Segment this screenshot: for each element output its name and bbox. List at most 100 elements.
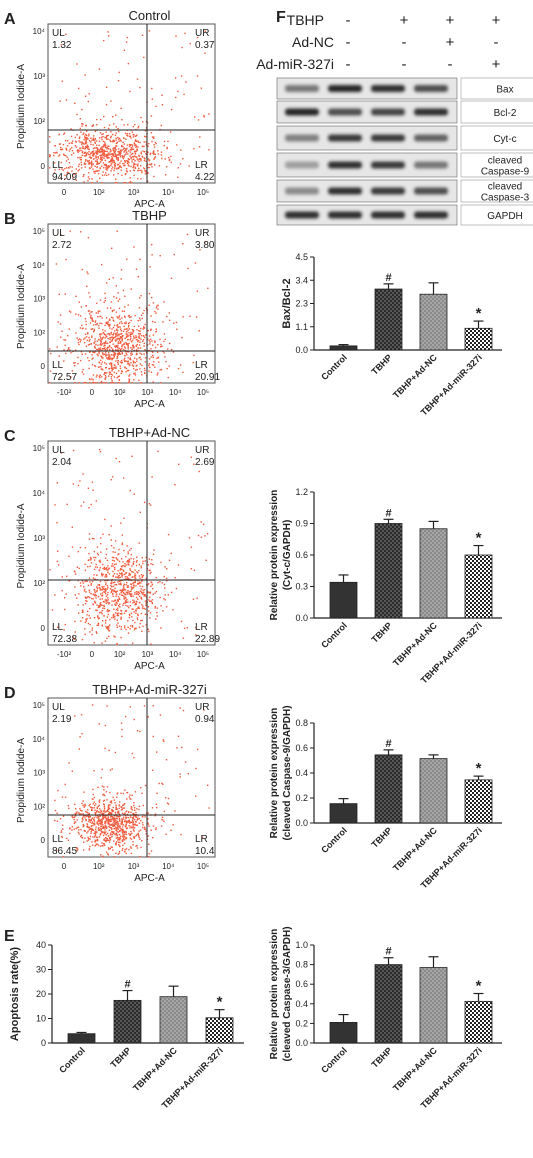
scatter-point	[93, 617, 96, 619]
scatter-point	[116, 558, 118, 560]
scatter-point	[82, 133, 84, 136]
scatter-point	[110, 591, 113, 594]
scatter-point	[129, 827, 131, 829]
scatter-point	[148, 569, 150, 572]
scatter-point	[125, 831, 127, 834]
scatter-point	[115, 563, 117, 565]
scatter-point	[109, 348, 111, 351]
scatter-point	[115, 285, 117, 287]
scatter-point	[153, 144, 155, 146]
scatter-point	[89, 338, 91, 341]
scatter-point	[132, 812, 134, 815]
y-axis-label: Relative protein expression	[269, 490, 280, 621]
scatter-point	[81, 268, 83, 271]
scatter-point	[105, 367, 107, 369]
scatter-point	[126, 578, 129, 580]
scatter-point	[109, 588, 112, 590]
scatter-point	[112, 615, 114, 617]
bar-tbhp-ad-mir-327i	[464, 1000, 493, 1044]
scatter-point	[137, 613, 139, 615]
scatter-point	[152, 320, 154, 323]
scatter-point	[94, 600, 96, 603]
scatter-point	[118, 841, 120, 844]
scatter-point	[113, 820, 116, 822]
scatter-point	[111, 810, 113, 812]
scatter-point	[119, 827, 121, 829]
x-category-label: Control	[319, 1045, 349, 1075]
scatter-point	[141, 34, 144, 36]
scatter-point	[115, 804, 117, 806]
scatter-point	[64, 139, 67, 142]
scatter-point	[124, 836, 126, 838]
y-tick-label: 10⁴	[33, 27, 46, 36]
scatter-point	[108, 635, 110, 638]
scatter-point	[143, 342, 145, 345]
scatter-point	[111, 836, 113, 838]
scatter-point	[121, 310, 124, 312]
scatter-point	[103, 345, 105, 347]
scatter-point	[127, 586, 130, 588]
scatter-point	[60, 161, 62, 164]
scatter-point	[96, 624, 98, 626]
scatter-point	[98, 606, 101, 608]
scatter-point	[143, 327, 146, 329]
scatter-point	[68, 150, 71, 152]
scatter-point	[164, 338, 166, 341]
scatter-point	[67, 348, 70, 350]
scatter-point	[112, 334, 115, 336]
scatter-point	[149, 504, 152, 506]
scatter-point	[142, 589, 144, 591]
scatter-point	[103, 605, 105, 608]
scatter-point	[84, 151, 86, 154]
scatter-point	[122, 574, 124, 576]
scatter-point	[103, 373, 105, 376]
scatter-point	[103, 803, 105, 805]
scatter-point	[93, 819, 95, 821]
scatter-point	[136, 730, 139, 732]
scatter-point	[145, 141, 147, 143]
scatter-point	[63, 154, 65, 156]
scatter-point	[89, 607, 91, 610]
scatter-point	[154, 813, 157, 815]
scatter-point	[88, 140, 91, 142]
scatter-point	[105, 834, 107, 836]
y-tick-label: 10²	[33, 579, 45, 588]
scatter-point	[122, 602, 125, 605]
scatter-point	[152, 593, 154, 595]
scatter-point	[115, 608, 118, 611]
scatter-point	[86, 832, 88, 834]
scatter-point	[143, 309, 145, 312]
scatter-point	[110, 525, 112, 527]
scatter-point	[164, 594, 166, 596]
scatter-point	[125, 610, 128, 612]
scatter-point	[110, 100, 112, 102]
scatter-point	[115, 584, 118, 586]
scatter-point	[96, 546, 99, 548]
scatter-point	[88, 829, 90, 831]
scatter-point	[109, 791, 111, 794]
scatter-point	[134, 369, 137, 371]
scatter-point	[143, 595, 145, 597]
scatter-point	[155, 828, 157, 831]
scatter-point	[98, 820, 100, 822]
scatter-point	[126, 171, 128, 173]
scatter-point	[109, 319, 111, 321]
scatter-point	[118, 838, 121, 841]
scatter-point	[105, 150, 107, 152]
scatter-point	[115, 333, 117, 336]
scatter-point	[143, 828, 146, 830]
scatter-points	[49, 449, 209, 646]
scatter-point	[115, 813, 117, 815]
scatter-point	[181, 46, 183, 49]
scatter-point	[113, 164, 116, 166]
scatter-point	[117, 352, 119, 355]
scatter-point	[106, 826, 108, 828]
scatter-point	[71, 770, 73, 772]
scatter-point	[86, 840, 88, 842]
scatter-point	[75, 295, 77, 297]
scatter-point	[125, 852, 127, 855]
scatter-point	[107, 822, 109, 825]
scatter-point	[130, 806, 132, 808]
scatter-point	[131, 625, 134, 627]
scatter-point	[91, 139, 93, 141]
